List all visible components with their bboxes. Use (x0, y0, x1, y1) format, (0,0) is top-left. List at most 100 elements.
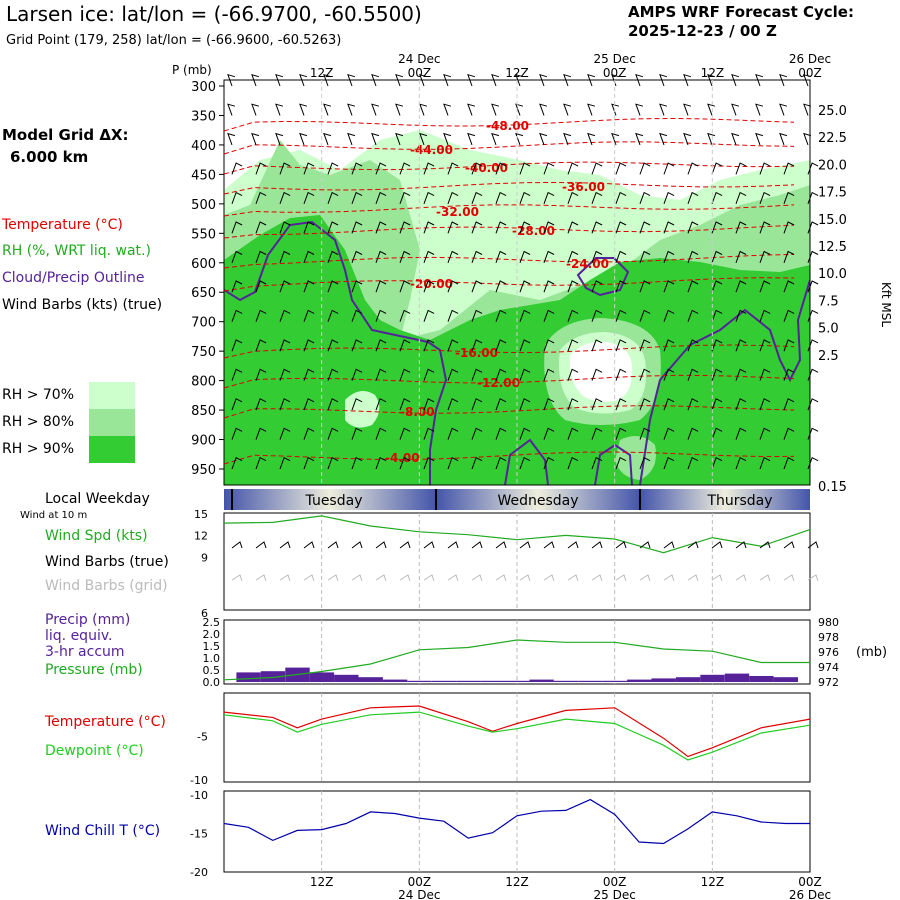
wind-barb (543, 191, 555, 205)
height-tick-label: 22.5 (818, 131, 847, 146)
wind-barb (711, 457, 723, 470)
wind-barb (375, 250, 387, 263)
wind-barb (471, 221, 483, 234)
surface-wind-barb (423, 541, 435, 549)
wind-barb (423, 398, 435, 411)
height-tick-label: 17.5 (818, 186, 847, 201)
temperature-contour-label: -32.00 (436, 205, 479, 219)
wind-barb (731, 132, 740, 146)
wind-barb (659, 132, 668, 146)
temperature-contour (223, 451, 795, 465)
wind-barb (395, 73, 404, 87)
temperature-contour (223, 181, 795, 195)
temperature-contour-label: -20.00 (410, 277, 453, 291)
wind-barb (255, 280, 267, 293)
precip-bar (700, 674, 725, 682)
temperature-contour (223, 344, 795, 359)
precip-bar (578, 680, 603, 682)
precip-bar (309, 672, 335, 682)
wind-barb (423, 457, 435, 470)
bottom-hour-label: 00Z (603, 875, 627, 889)
day-band-2 (436, 489, 640, 510)
wind-barb (419, 73, 428, 87)
wind-barb (303, 162, 315, 175)
surface-wind-barb (687, 541, 699, 549)
wind-barb (255, 368, 267, 381)
precip-bar (749, 676, 774, 682)
wind-barb (659, 73, 668, 87)
wind-barb (591, 221, 603, 234)
wind-barb (443, 132, 452, 146)
pressure-tick-label: 450 (191, 168, 216, 183)
wind-barb (279, 309, 291, 322)
surface-wind-barb (375, 541, 387, 549)
pressure-tick-label: 974 (818, 661, 839, 674)
wind-barb (255, 427, 267, 440)
forecast-cycle-label: AMPS WRF Forecast Cycle: (628, 3, 854, 21)
wind-barb (447, 191, 459, 205)
pressure-tick-label: 400 (191, 139, 216, 154)
wind-barb (423, 427, 435, 440)
wind-barb (639, 457, 651, 470)
height-tick-label: 12.5 (818, 240, 847, 255)
wind-barb (587, 132, 596, 146)
wind-barb (611, 132, 620, 146)
wind-barb (447, 457, 459, 470)
forecast-cycle-value: 2025-12-23 / 00 Z (628, 22, 777, 40)
wind-barb (807, 398, 819, 411)
bottom-hour-label: 12Z (701, 875, 725, 889)
temperature-contour-label: -36.00 (562, 180, 605, 194)
precip-bar (529, 679, 554, 682)
chart-title: Larsen ice: lat/lon = (-66.9700, -60.550… (6, 2, 422, 26)
wind-barb (399, 309, 411, 322)
wind-barb (783, 457, 795, 470)
top-hour-label: 00Z (798, 66, 822, 80)
wind-barb (351, 221, 363, 234)
wind-barb (327, 221, 339, 234)
wind-barb (591, 309, 603, 322)
wind-barb (591, 162, 603, 175)
wind-barb (515, 73, 524, 87)
wind-barb (707, 73, 716, 87)
wind-barb (563, 132, 572, 146)
wind-barb (711, 280, 723, 293)
surface-wind-barb (495, 541, 507, 549)
wind-barb (447, 309, 459, 322)
wind-barb (639, 280, 651, 293)
wind-barb (779, 103, 788, 116)
wind-barb (759, 427, 771, 440)
wind-barb (663, 221, 675, 234)
wind-barb (711, 250, 723, 263)
pressure-line (223, 639, 810, 681)
wind-barb (735, 457, 747, 470)
wind-barb (615, 250, 627, 263)
wind-barb (539, 132, 548, 146)
wind-barb (399, 280, 411, 293)
wind-barb (351, 427, 363, 440)
wind-barb (351, 280, 363, 293)
wind-barb (299, 103, 308, 116)
wind-barb (515, 132, 524, 146)
wind-barb (231, 162, 243, 175)
wind-barb (227, 132, 236, 146)
bottom-date-label: 25 Dec (594, 888, 636, 900)
wind-barb (735, 162, 747, 175)
wind-barb (231, 339, 243, 352)
surface-wind-barb (327, 541, 339, 549)
wind-barb (303, 339, 315, 352)
wind-barb (279, 368, 291, 381)
wind-barb (327, 191, 339, 205)
wind-barb (275, 103, 284, 116)
rh70-pocket-left (345, 391, 380, 428)
wind-barb (251, 132, 260, 146)
wind-barb (779, 132, 788, 146)
wind-barb (783, 339, 795, 352)
wind-barb (591, 339, 603, 352)
precip-bar (407, 680, 432, 682)
bottom-date-label: 26 Dec (789, 888, 831, 900)
wind-barb (395, 132, 404, 146)
temp-tick-label: -10 (190, 774, 208, 787)
wind-barb (423, 309, 435, 322)
top-hour-label: 00Z (603, 66, 627, 80)
wind-barb (519, 309, 531, 322)
